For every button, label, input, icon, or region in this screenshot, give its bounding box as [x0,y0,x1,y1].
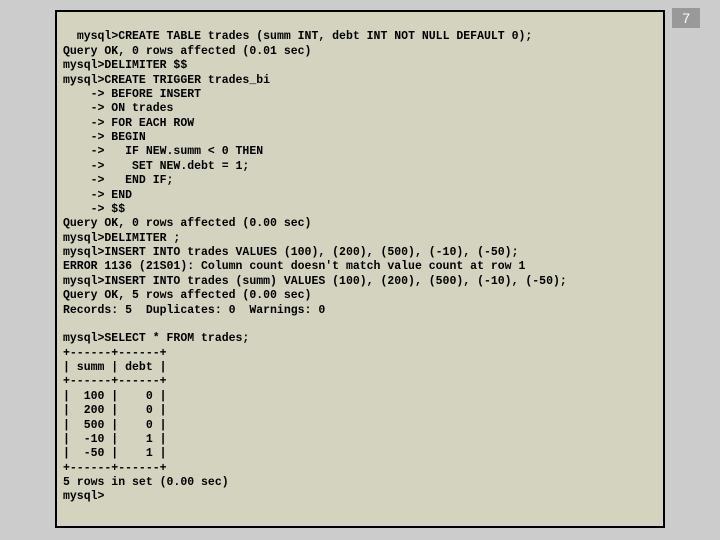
page-number-badge: 7 [672,8,700,28]
terminal-content: mysql>CREATE TABLE trades (summ INT, deb… [63,30,567,503]
page-number-text: 7 [682,10,690,26]
terminal-output: mysql>CREATE TABLE trades (summ INT, deb… [55,10,665,528]
